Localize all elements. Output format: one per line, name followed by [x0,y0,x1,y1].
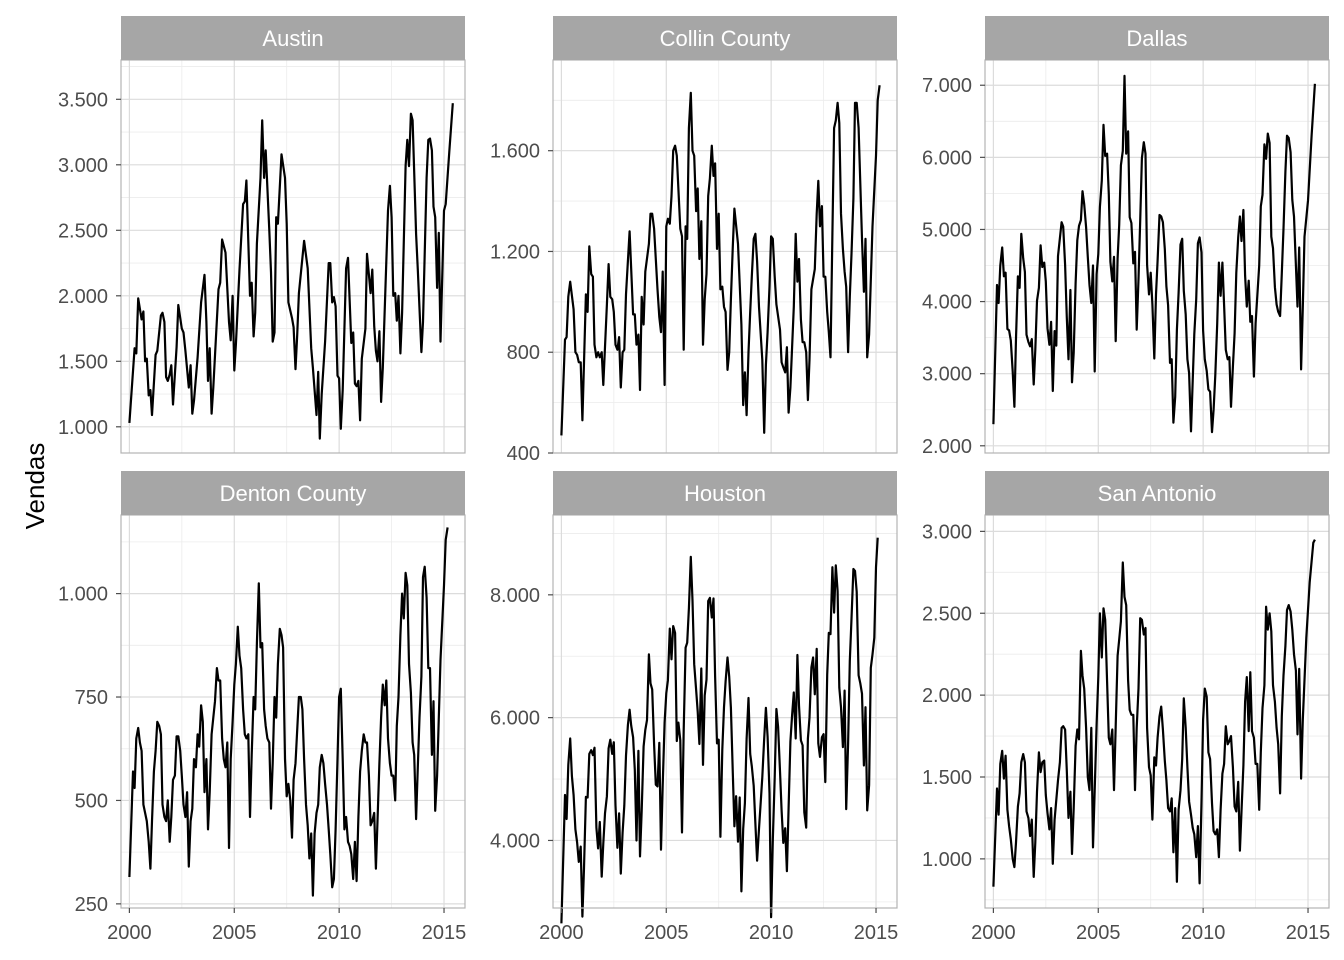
y-tick-label: 1.000 [58,584,108,606]
y-tick-label: 1.200 [490,241,540,263]
y-tick-label: 4.000 [490,830,540,852]
y-tick-label: 7.000 [922,75,972,97]
series-line [128,103,454,440]
panel-background [553,515,897,908]
facet-panel: San Antonio 1.000 1.500 2.000 2.500 3.000 2000… [922,471,1330,944]
y-tick-label: 250 [75,894,108,916]
x-tick-label: 2000 [539,922,584,944]
x-tick-label: 2005 [644,922,689,944]
y-tick-label: 750 [75,687,108,709]
facet-panel: Denton County 250 500 750 1.000 2000 2005 2010 2… [58,471,466,944]
x-tick-label: 2015 [422,922,467,944]
y-tick-label: 2.000 [58,286,108,308]
facet-strip [121,16,465,60]
panel-background [553,60,897,453]
y-tick-label: 6.000 [490,708,540,730]
x-tick-label: 2015 [854,922,899,944]
y-tick-label: 800 [507,342,540,364]
y-tick-label: 1.500 [58,351,108,373]
facet-strip-label: Dallas [1126,26,1187,51]
facet-strip [985,16,1329,60]
facet-strip [553,16,897,60]
y-tick-label: 2.000 [922,685,972,707]
panel-background [121,515,465,908]
y-tick-label: 500 [75,790,108,812]
y-tick-label: 4.000 [922,292,972,314]
y-tick-label: 6.000 [922,147,972,169]
y-tick-label: 2.500 [58,220,108,242]
facet-strip [985,471,1329,515]
panel-background [985,515,1329,908]
x-tick-label: 2010 [749,922,794,944]
series-line [560,537,879,924]
y-tick-label: 400 [507,443,540,465]
series-line [560,85,881,436]
series-line [992,74,1316,434]
y-tick-label: 3.000 [922,521,972,543]
panel-background [121,60,465,453]
y-tick-label: 2.000 [922,436,972,458]
facet-panel: Houston 4.000 6.000 8.000 2000 2005 2010 2015 [490,471,898,944]
y-tick-label: 1.600 [490,141,540,163]
facet-strip-label: Austin [262,26,323,51]
series-line [128,527,449,897]
facet-strip-label: Houston [684,481,766,506]
facet-strip-label: Collin County [660,26,791,51]
y-tick-label: 1.000 [58,417,108,439]
x-tick-label: 2000 [971,922,1016,944]
facet-panel: Collin County 400 800 1.200 1.600 [490,16,898,465]
y-tick-label: 3.500 [58,89,108,111]
facet-panel: Austin 1.000 1.500 2.000 2.500 3.000 3.500 [58,16,466,454]
x-tick-label: 2010 [1181,922,1226,944]
facet-strip-label: Denton County [220,481,367,506]
x-tick-label: 2005 [1076,922,1121,944]
y-axis-title: Vendas [20,443,50,530]
facet-panel: Dallas 2.000 3.000 4.000 5.000 6.000 7.000 [922,16,1330,458]
y-tick-label: 3.000 [58,155,108,177]
y-tick-label: 3.000 [922,364,972,386]
facet-strip [121,471,465,515]
x-tick-label: 2000 [107,922,152,944]
y-tick-label: 5.000 [922,219,972,241]
series-line [992,539,1316,887]
y-tick-label: 8.000 [490,585,540,607]
facet-strip-label: San Antonio [1098,481,1217,506]
facet-strip [553,471,897,515]
x-tick-label: 2015 [1286,922,1331,944]
y-tick-label: 1.000 [922,849,972,871]
y-tick-label: 1.500 [922,767,972,789]
x-tick-label: 2005 [212,922,257,944]
y-tick-label: 2.500 [922,603,972,625]
x-tick-label: 2010 [317,922,362,944]
